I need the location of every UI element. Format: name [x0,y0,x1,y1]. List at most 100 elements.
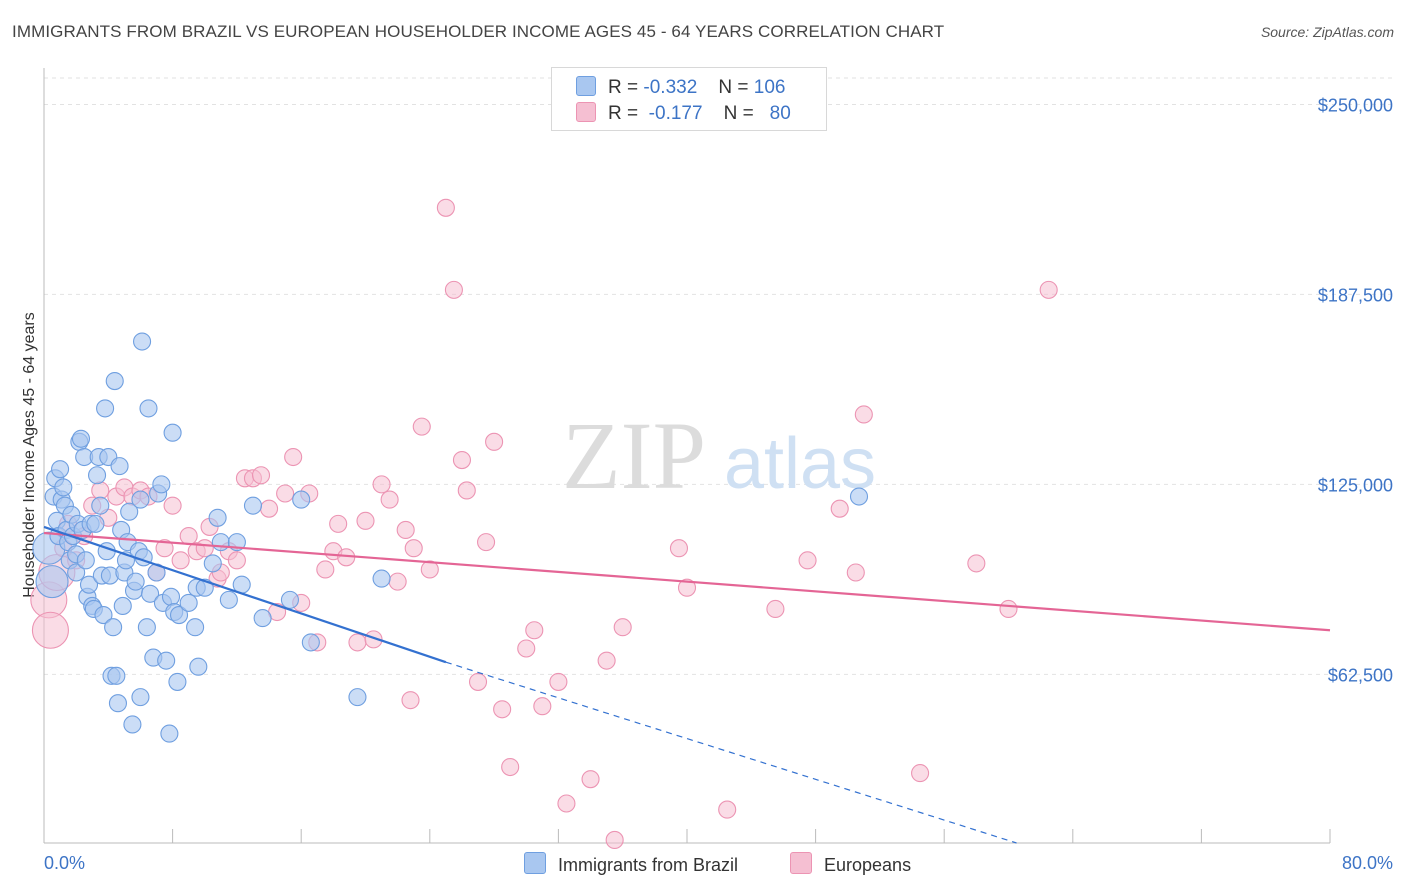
brazil-point [203,554,222,573]
brazil-point [104,618,123,637]
brazil-r-value: -0.332 [643,77,698,98]
brazil-point [189,657,208,676]
brazil-point [110,457,129,476]
brazil-point [96,399,115,418]
bottom-legend-brazil: Immigrants from Brazil [524,852,738,876]
brazil-trend-extension [445,661,1017,844]
brazil-r-label: R = [608,77,639,98]
brazil-n-label: N = [718,77,749,98]
europeans-point [493,700,512,719]
source-label: Source: ZipAtlas.com [1260,24,1394,40]
europeans-n-value: 80 [769,103,791,124]
europeans-point [830,499,849,518]
x-max-label: 80.0% [1342,853,1393,873]
brazil-point [157,651,176,670]
brazil-point [179,593,198,612]
europeans-r-value: -0.177 [648,103,703,124]
brazil-point [372,569,391,588]
brazil-point [152,475,171,494]
europeans-point [846,563,865,582]
europeans-point [380,490,399,509]
brazil-point [137,618,156,637]
brazil-swatch [576,76,596,96]
europeans-point [457,481,476,500]
brazil-point [141,584,160,603]
brazil-point [107,666,126,685]
brazil-point [219,590,238,609]
europeans-point [284,447,303,467]
axes [43,68,1331,844]
brazil-point [126,572,145,591]
europeans-point [401,691,420,710]
europeans-point [613,618,632,637]
europeans-point [251,466,271,485]
brazil-legend-swatch [524,852,546,874]
europeans-point [396,520,415,540]
europeans-point [364,630,383,649]
brazil-point [35,565,69,599]
watermark-atlas: atlas [724,424,876,504]
brazil-point [123,715,142,734]
europeans-point [581,770,600,789]
europeans-point [171,551,190,570]
europeans-point [412,417,431,436]
brazil-trend-line [43,525,447,664]
legend-row-brazil: R = -0.332 N = 106 [576,76,785,99]
europeans-point [195,539,214,558]
europeans-point [372,475,391,494]
europeans-point [468,672,488,691]
europeans-point [348,633,367,652]
europeans-point [517,639,536,658]
brazil-point [105,371,124,391]
brazil-point [86,514,105,533]
brazil-point [163,423,182,442]
europeans-point [485,432,504,451]
brazil-point [131,688,150,707]
europeans-point [155,539,174,558]
europeans-point [329,514,348,533]
europeans-point [677,578,697,597]
europeans-point [31,611,69,649]
europeans-point [549,672,568,691]
europeans-point [766,599,785,619]
europeans-point [967,554,986,573]
europeans-point [404,539,423,558]
brazil-point [211,533,230,552]
europeans-n-label: N = [723,103,754,124]
chart-title: IMMIGRANTS FROM BRAZIL VS EUROPEAN HOUSE… [12,22,945,41]
brazil-points [32,332,869,743]
brazil-point [113,596,132,615]
europeans-point [420,560,439,579]
europeans-point [525,621,544,640]
europeans-point [911,764,930,783]
y-tick-label: $250,000 [1318,95,1393,115]
brazil-point [169,606,189,625]
europeans-point [854,405,873,424]
europeans-points [30,198,1058,850]
europeans-point [276,484,295,503]
brazil-point [54,478,73,497]
brazil-point [348,688,367,707]
brazil-point [120,502,139,521]
europeans-point [1039,280,1058,299]
europeans-point [669,539,689,558]
europeans-point [999,599,1018,619]
europeans-point [179,526,198,546]
x-min-label: 0.0% [44,853,85,873]
brazil-point [67,563,86,582]
y-tick-label: $187,500 [1318,285,1393,305]
europeans-point [452,451,472,470]
brazil-point [280,590,299,609]
europeans-point [356,511,375,530]
brazil-point [79,575,99,594]
brazil-point [301,633,320,652]
correlation-legend: R = -0.332 N = 106 R = -0.177 N = 80 [551,67,827,131]
europeans-legend-swatch [790,852,812,874]
watermark-zip: ZIP [562,402,706,509]
europeans-point [597,651,616,670]
europeans-trend-line [43,531,1331,632]
brazil-point [108,694,127,713]
brazil-n-value: 106 [753,77,786,98]
europeans-point [444,280,463,299]
y-tick-label: $125,000 [1318,475,1393,495]
